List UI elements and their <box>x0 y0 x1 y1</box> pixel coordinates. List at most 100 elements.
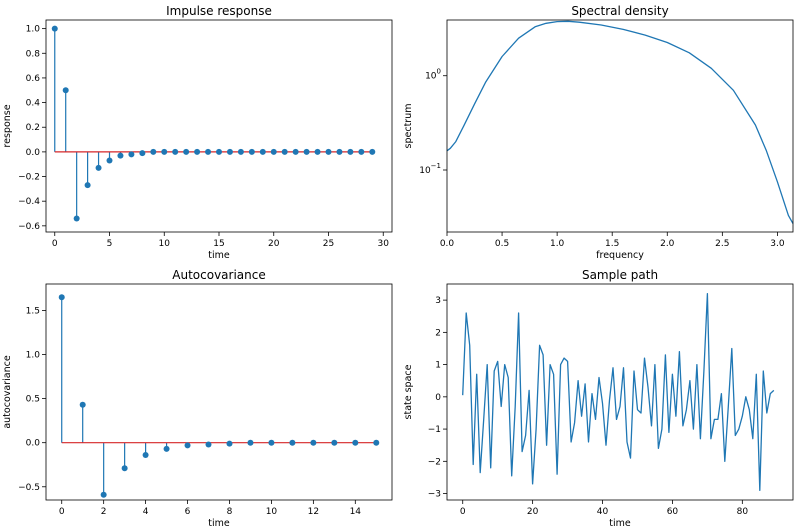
x-tick-label: 2 <box>101 507 107 517</box>
y-tick-label: 2 <box>435 328 441 338</box>
y-axis-label: response <box>2 104 13 147</box>
x-tick-label: 4 <box>143 507 149 517</box>
y-tick-label: −2 <box>428 457 441 467</box>
stem-marker <box>205 441 212 448</box>
x-tick-label: 10 <box>266 507 278 517</box>
x-tick-label: 0 <box>59 507 65 517</box>
x-tick-label: 12 <box>308 507 319 517</box>
stem-marker <box>289 439 296 446</box>
series-line <box>446 20 794 224</box>
stem-marker <box>95 164 102 171</box>
y-tick-label: −0.5 <box>18 483 40 493</box>
stem-marker <box>150 148 157 155</box>
chart-title: Autocovariance <box>172 268 265 282</box>
stem-marker <box>117 152 124 159</box>
x-tick-label: 1.5 <box>605 239 619 249</box>
y-tick-label: −3 <box>428 490 441 500</box>
x-tick-label: 0.0 <box>440 239 455 249</box>
stem-marker <box>163 445 170 452</box>
stem-marker <box>51 25 58 32</box>
stem-marker <box>139 150 146 157</box>
stem-marker <box>259 148 266 155</box>
spectral-density-panel: Spectral density frequency spectrum 0.0 0.5 1… <box>403 4 794 261</box>
x-tick-label: 14 <box>350 507 362 517</box>
stem-marker <box>347 148 354 155</box>
stem-marker <box>183 148 190 155</box>
x-tick-label: 25 <box>323 239 334 249</box>
stem-marker <box>310 439 317 446</box>
y-tick-label: 1.5 <box>26 306 40 316</box>
x-tick-label: 6 <box>185 507 191 517</box>
x-tick-label: 0 <box>52 239 58 249</box>
y-tick-label: 0.0 <box>26 148 41 158</box>
stem-marker <box>79 401 86 408</box>
stem-marker <box>292 148 299 155</box>
x-axis-label: time <box>208 250 230 261</box>
x-tick-label: 2.5 <box>715 239 729 249</box>
y-tick-label: 1 <box>435 361 441 371</box>
stem-marker <box>281 148 288 155</box>
y-tick-label: −0.4 <box>18 197 40 207</box>
stem-marker <box>205 148 212 155</box>
x-tick-label: 20 <box>527 507 539 517</box>
x-axis-label: frequency <box>596 250 644 261</box>
stem-marker <box>352 439 359 446</box>
stem-marker <box>237 148 244 155</box>
stem-marker <box>303 148 310 155</box>
stem-marker <box>106 157 113 164</box>
y-tick-label: 0 <box>435 393 441 403</box>
stem-marker <box>270 148 277 155</box>
stem-marker <box>194 148 201 155</box>
y-tick-label: 0.5 <box>26 395 40 405</box>
axes-frame <box>446 19 794 233</box>
x-tick-label: 80 <box>737 507 749 517</box>
y-tick-label: −0.2 <box>18 173 40 183</box>
y-tick-label: 1.0 <box>26 25 41 35</box>
y-axis-label: autocovariance <box>2 355 13 428</box>
y-tick-label: 0.0 <box>26 439 41 449</box>
y-tick-label: 3 <box>435 296 441 306</box>
stem-marker <box>216 148 222 155</box>
axes-frame <box>45 19 393 233</box>
stem-marker <box>358 148 365 155</box>
y-tick-label: 0.6 <box>26 74 41 84</box>
stem-marker <box>373 439 380 446</box>
y-tick-label: 100 <box>425 68 441 82</box>
x-tick-label: 2.0 <box>660 239 675 249</box>
y-tick-label: −1 <box>428 425 441 435</box>
stem-marker <box>268 439 275 446</box>
autocovariance-panel: Autocovariance time autocovariance 0 2 4 6 8 10 1… <box>2 268 393 529</box>
stem-marker <box>121 465 128 472</box>
x-tick-label: 40 <box>597 507 609 517</box>
x-tick-label: 1.0 <box>550 239 565 249</box>
y-tick-label: 10−1 <box>419 162 441 176</box>
x-tick-label: 10 <box>159 239 171 249</box>
x-tick-label: 0.5 <box>495 239 509 249</box>
x-tick-label: 0 <box>460 507 466 517</box>
stem-marker <box>142 452 149 459</box>
stem-marker <box>58 294 65 301</box>
stem-marker <box>100 491 107 498</box>
x-axis-label: time <box>208 518 230 529</box>
chart-title: Impulse response <box>166 4 272 18</box>
y-tick-label: −0.6 <box>18 222 40 232</box>
x-axis-label: time <box>609 518 631 529</box>
chart-title: Sample path <box>582 268 658 282</box>
stem-marker <box>84 182 91 189</box>
series-line <box>462 293 775 491</box>
x-tick-label: 5 <box>107 239 113 249</box>
x-tick-label: 60 <box>667 507 679 517</box>
stem-marker <box>314 148 321 155</box>
chart-title: Spectral density <box>571 4 668 18</box>
stem-marker <box>184 442 191 449</box>
axes-frame <box>45 283 393 501</box>
stem-marker <box>73 215 80 222</box>
stem-marker <box>336 148 343 155</box>
stem-marker <box>247 439 254 446</box>
stem-marker <box>331 439 338 446</box>
stem-marker <box>128 151 135 158</box>
impulse-response-panel: Impulse response time response 0 5 10 15 20 25 30… <box>2 4 393 261</box>
axes-frame <box>446 283 794 501</box>
x-tick-label: 20 <box>268 239 280 249</box>
